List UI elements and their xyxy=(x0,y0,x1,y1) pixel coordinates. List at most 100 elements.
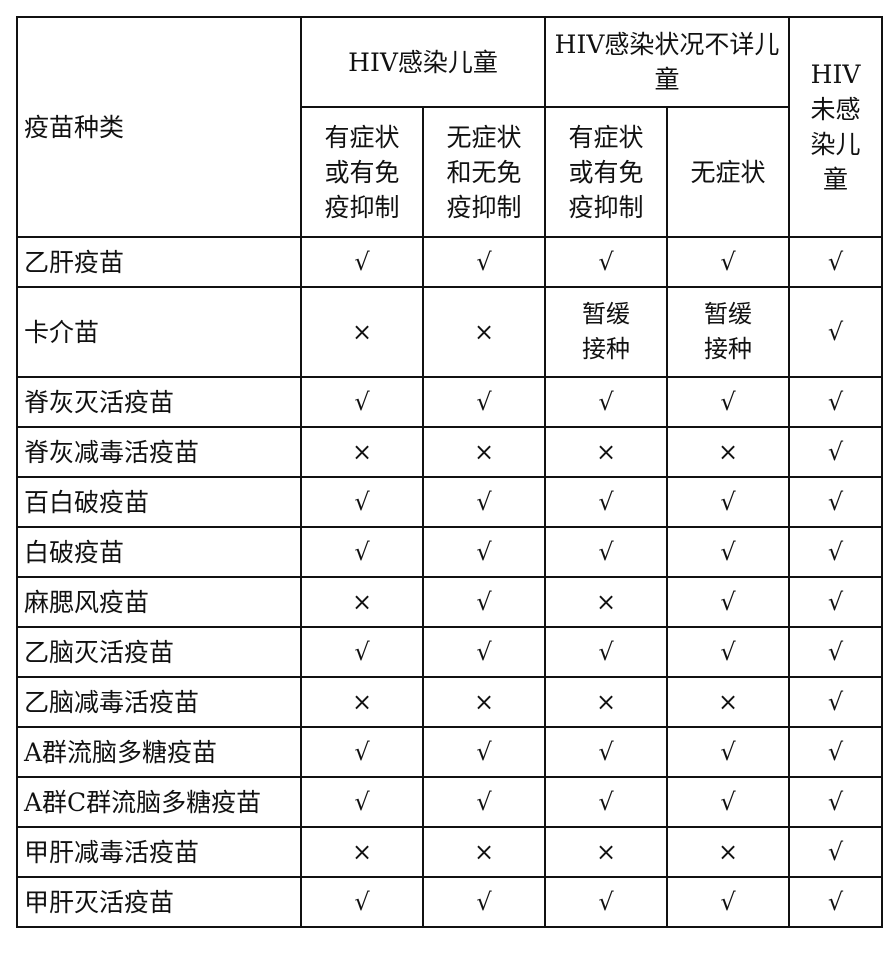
table-cell: √ xyxy=(788,526,884,578)
table-cell: √ xyxy=(421,476,547,528)
vaccine-name: 脊灰灭活疫苗 xyxy=(16,376,302,428)
table-cell: × xyxy=(544,826,669,878)
table-row: 卡介苗 × × 暂缓接种 暂缓接种 √ xyxy=(16,286,884,378)
table-cell: √ xyxy=(788,726,884,778)
table-cell: √ xyxy=(788,876,884,928)
vaccine-name: 乙脑减毒活疫苗 xyxy=(16,676,302,728)
table-cell: √ xyxy=(788,776,884,828)
vaccine-name: 百白破疫苗 xyxy=(16,476,302,528)
table-cell: 暂缓接种 xyxy=(544,286,669,378)
table-cell: √ xyxy=(666,236,791,288)
table-cell: × xyxy=(421,676,547,728)
table-cell: √ xyxy=(421,626,547,678)
table-cell: √ xyxy=(788,286,884,378)
table-cell: × xyxy=(544,426,669,478)
vaccine-name: 卡介苗 xyxy=(16,286,302,378)
table-cell: √ xyxy=(421,236,547,288)
table-cell: √ xyxy=(788,576,884,628)
table-cell: × xyxy=(300,426,424,478)
table-cell: √ xyxy=(788,676,884,728)
header-row-1: 疫苗种类 HIV感染儿童 HIV感染状况不详儿童 HIV未感染儿童 xyxy=(16,16,884,238)
table-cell: √ xyxy=(666,576,791,628)
table-cell: √ xyxy=(544,376,669,428)
table-cell: √ xyxy=(421,776,547,828)
table-cell: √ xyxy=(544,626,669,678)
table-cell: × xyxy=(666,426,791,478)
table-row: 脊灰灭活疫苗 √ √ √ √ √ xyxy=(16,376,884,428)
table-cell: √ xyxy=(666,876,791,928)
table-cell: √ xyxy=(666,476,791,528)
table-cell: √ xyxy=(666,526,791,578)
table-row: A群C群流脑多糖疫苗 √ √ √ √ √ xyxy=(16,776,884,828)
table-cell: √ xyxy=(300,726,424,778)
table-cell: × xyxy=(300,576,424,628)
table-cell: √ xyxy=(421,726,547,778)
table-cell: √ xyxy=(300,476,424,528)
table-cell: √ xyxy=(666,376,791,428)
header-sub-infected-symptomatic: 有症状或有免疫抑制 xyxy=(300,106,424,238)
table-cell: √ xyxy=(544,236,669,288)
vaccine-name: 麻腮风疫苗 xyxy=(16,576,302,628)
table-row: 乙脑减毒活疫苗 × × × × √ xyxy=(16,676,884,728)
table-cell: √ xyxy=(666,776,791,828)
header-row-2: 有症状或有免疫抑制 无症状和无免疫抑制 有症状或有免疫抑制 无症状 xyxy=(17,106,882,238)
table-cell: √ xyxy=(300,776,424,828)
header-group-unknown: HIV感染状况不详儿童 xyxy=(544,16,791,108)
vaccine-name: A群流脑多糖疫苗 xyxy=(16,726,302,778)
table-cell: √ xyxy=(788,826,884,878)
vaccine-name: 白破疫苗 xyxy=(16,526,302,578)
table-cell: × xyxy=(666,826,791,878)
table-cell: × xyxy=(421,826,547,878)
table-cell: √ xyxy=(300,376,424,428)
vaccine-name: 甲肝灭活疫苗 xyxy=(16,876,302,928)
table-cell: √ xyxy=(421,376,547,428)
vaccine-name: A群C群流脑多糖疫苗 xyxy=(16,776,302,828)
table-row: 乙脑灭活疫苗 √ √ √ √ √ xyxy=(16,626,884,678)
vaccine-table: 疫苗种类 HIV感染儿童 HIV感染状况不详儿童 HIV未感染儿童 有症状或有免… xyxy=(16,16,884,928)
table-cell: √ xyxy=(300,876,424,928)
table-cell: √ xyxy=(544,776,669,828)
table-cell: × xyxy=(544,576,669,628)
header-sub-unknown-symptomatic: 有症状或有免疫抑制 xyxy=(544,106,669,238)
table-row: 百白破疫苗 √ √ √ √ √ xyxy=(16,476,884,528)
table-cell: √ xyxy=(788,426,884,478)
table-cell: × xyxy=(544,676,669,728)
header-sub-unknown-asymptomatic: 无症状 xyxy=(666,106,791,238)
table-cell: √ xyxy=(300,236,424,288)
table-row: 甲肝灭活疫苗 √ √ √ √ √ xyxy=(16,876,884,928)
vaccine-name: 乙肝疫苗 xyxy=(16,236,302,288)
table-cell: √ xyxy=(544,876,669,928)
table-cell: √ xyxy=(421,876,547,928)
header-group-uninfected: HIV未感染儿童 xyxy=(788,16,884,238)
table-row: A群流脑多糖疫苗 √ √ √ √ √ xyxy=(16,726,884,778)
table-cell: √ xyxy=(421,526,547,578)
table-row: 甲肝减毒活疫苗 × × × × √ xyxy=(16,826,884,878)
header-sub-infected-asymptomatic: 无症状和无免疫抑制 xyxy=(421,106,547,238)
table-cell: × xyxy=(421,426,547,478)
table-cell: √ xyxy=(666,626,791,678)
table-cell: × xyxy=(300,286,424,378)
table-cell: √ xyxy=(788,626,884,678)
vaccine-name: 甲肝减毒活疫苗 xyxy=(16,826,302,878)
header-vaccine-type: 疫苗种类 xyxy=(16,16,302,238)
table-cell: √ xyxy=(666,726,791,778)
table-row: 白破疫苗 √ √ √ √ √ xyxy=(16,526,884,578)
table-cell: × xyxy=(300,676,424,728)
table-cell: × xyxy=(421,286,547,378)
table-cell: √ xyxy=(421,576,547,628)
table-row: 麻腮风疫苗 × √ × √ √ xyxy=(16,576,884,628)
table-row: 脊灰减毒活疫苗 × × × × √ xyxy=(16,426,884,478)
table-row: 乙肝疫苗 √ √ √ √ √ xyxy=(16,236,884,288)
vaccine-name: 乙脑灭活疫苗 xyxy=(16,626,302,678)
table-cell: √ xyxy=(544,476,669,528)
vaccine-name: 脊灰减毒活疫苗 xyxy=(16,426,302,478)
table-cell: √ xyxy=(788,376,884,428)
header-group-infected: HIV感染儿童 xyxy=(299,16,547,108)
table-cell: √ xyxy=(300,626,424,678)
table-cell: 暂缓接种 xyxy=(666,286,791,378)
table-cell: √ xyxy=(300,526,424,578)
table-cell: × xyxy=(300,826,424,878)
table-cell: √ xyxy=(544,526,669,578)
table-cell: √ xyxy=(788,476,884,528)
table-cell: √ xyxy=(544,726,669,778)
